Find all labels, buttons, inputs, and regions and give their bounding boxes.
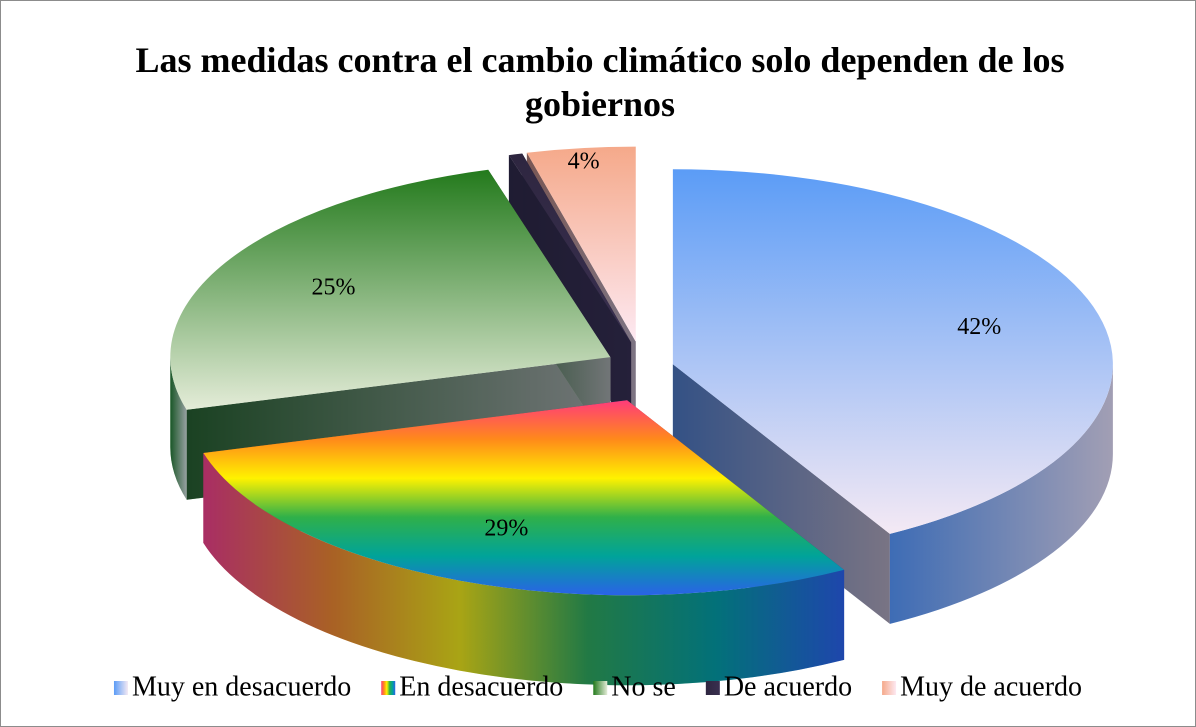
slice-top: [672, 169, 1113, 534]
legend-label: Muy de acuerdo: [900, 671, 1082, 702]
data-label: 25%: [311, 274, 355, 300]
legend-label: No se: [611, 671, 676, 702]
slice-wall-shade: [170, 357, 187, 500]
slice-top: [170, 169, 611, 410]
legend-swatch: [705, 681, 720, 695]
slice-wall-shade: [203, 452, 845, 686]
data-label: 29%: [484, 516, 528, 542]
data-label: 4%: [568, 148, 600, 174]
slice-top: [508, 153, 632, 343]
data-label: 42%: [957, 314, 1001, 340]
legend-swatch: [882, 681, 897, 695]
legend-swatch: [593, 681, 608, 695]
legend-label: En desacuerdo: [399, 671, 563, 702]
legend: Muy en desacuerdo En desacuerdo No se De ac…: [113, 671, 1082, 702]
slice-cut-shade: [672, 364, 890, 624]
slice-top: [203, 400, 845, 596]
slice-top: [526, 146, 636, 342]
slice: [672, 169, 1113, 624]
legend-swatch: [381, 681, 396, 695]
slice-wall: [889, 364, 1113, 624]
slice-wall-shade: [889, 364, 1113, 624]
legend-swatch: [113, 681, 128, 695]
slice: [203, 400, 845, 686]
legend-label: Muy en desacuerdo: [132, 671, 351, 702]
chart-title: Las medidas contra el cambio climático s…: [135, 40, 1065, 124]
slice-wall: [203, 452, 845, 686]
legend-label: De acuerdo: [724, 671, 852, 702]
slice-wall: [170, 357, 187, 500]
